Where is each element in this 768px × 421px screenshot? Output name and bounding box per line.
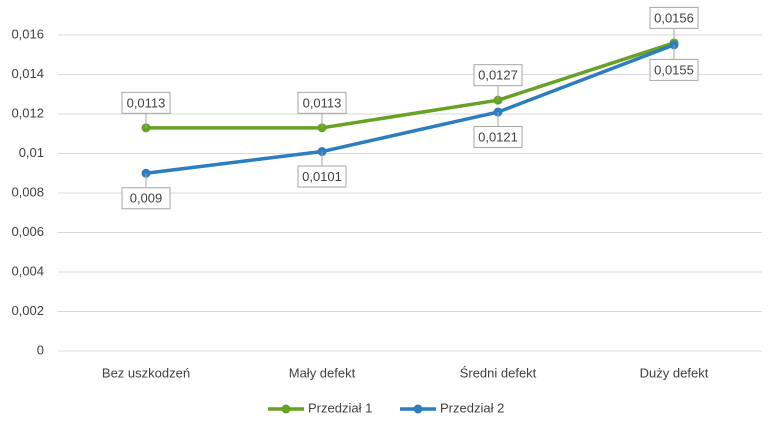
label-box bbox=[473, 64, 523, 87]
y-tick-label: 0,016 bbox=[11, 26, 44, 41]
data-label: 0,009 bbox=[130, 191, 163, 206]
label-box bbox=[649, 58, 699, 81]
data-label: 0,0101 bbox=[302, 169, 342, 184]
y-tick-label: 0,002 bbox=[11, 303, 44, 318]
x-tick-label: Mały defekt bbox=[289, 365, 356, 380]
label-box bbox=[473, 126, 523, 149]
label-box bbox=[297, 91, 347, 114]
data-label: 0,0121 bbox=[478, 129, 518, 144]
y-tick-label: 0 bbox=[37, 342, 44, 357]
label-box bbox=[121, 187, 171, 210]
series-line bbox=[146, 41, 675, 130]
y-tick-label: 0,01 bbox=[19, 145, 44, 160]
label-box bbox=[297, 165, 347, 188]
legend-marker bbox=[413, 404, 423, 414]
series-line bbox=[145, 43, 675, 175]
x-tick-label: Bez uszkodzeń bbox=[102, 365, 190, 380]
legend-marker bbox=[281, 404, 291, 414]
data-label: 0,0113 bbox=[303, 95, 342, 110]
data-label: 0,0155 bbox=[654, 62, 694, 77]
data-label: 0,0113 bbox=[127, 95, 166, 110]
label-box bbox=[649, 6, 699, 29]
label-box bbox=[121, 91, 171, 114]
data-label: 0,0156 bbox=[654, 10, 694, 25]
y-tick-label: 0,006 bbox=[11, 224, 44, 239]
legend-label: Przedział 2 bbox=[440, 400, 504, 415]
y-tick-label: 0,014 bbox=[11, 66, 44, 81]
y-tick-label: 0,004 bbox=[11, 263, 44, 278]
y-tick-label: 0,012 bbox=[11, 105, 44, 120]
legend-label: Przedział 1 bbox=[308, 400, 372, 415]
y-tick-label: 0,008 bbox=[11, 184, 44, 199]
x-tick-label: Duży defekt bbox=[640, 365, 709, 380]
data-label: 0,0127 bbox=[478, 68, 518, 83]
x-tick-label: Średni defekt bbox=[460, 365, 537, 380]
